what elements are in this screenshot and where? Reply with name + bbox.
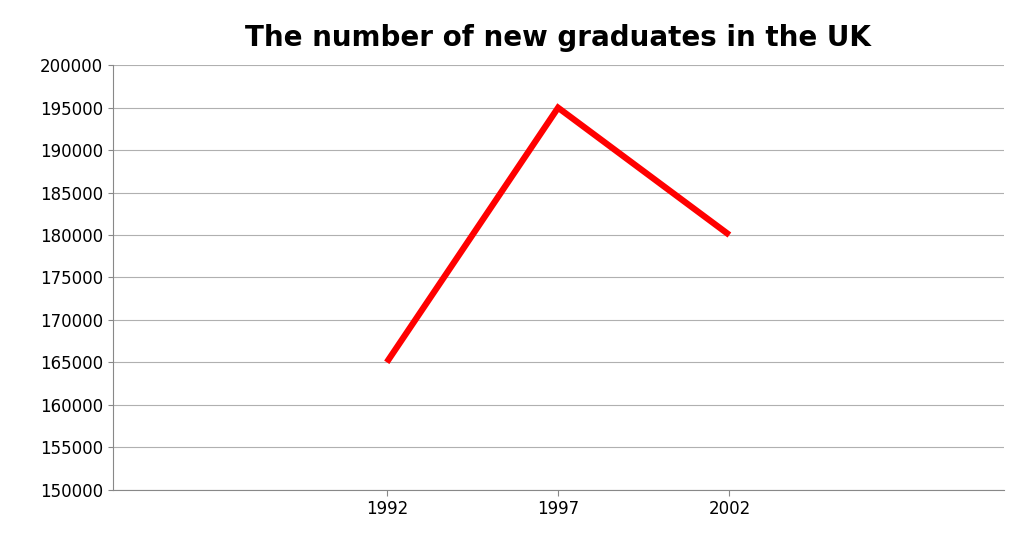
Title: The number of new graduates in the UK: The number of new graduates in the UK: [245, 24, 871, 52]
